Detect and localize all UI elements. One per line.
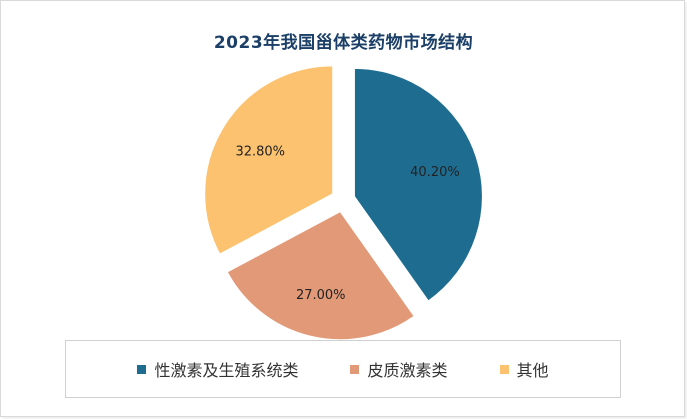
legend-swatch-corticosteroids — [350, 364, 360, 374]
legend-label-other: 其他 — [516, 361, 549, 380]
pie-slice-corticosteroids — [226, 211, 415, 341]
pie-slice-other — [204, 65, 334, 255]
legend-label-corticosteroids: 皮质激素类 — [367, 361, 448, 380]
legend-item-corticosteroids: 皮质激素类 — [350, 357, 448, 381]
legend-item-other: 其他 — [499, 357, 549, 381]
legend-item-sex-hormones: 性激素及生殖系统类 — [137, 357, 298, 381]
chart-title: 2023年我国甾体类药物市场结构 — [213, 33, 474, 53]
pie-slice-sex-hormones — [353, 67, 483, 302]
pie-label-corticosteroids: 27.00% — [296, 288, 346, 303]
legend-swatch-other — [499, 364, 509, 374]
legend: 性激素及生殖系统类 皮质激素类 其他 — [65, 340, 621, 398]
pie-label-sex-hormones: 40.20% — [410, 165, 460, 180]
legend-swatch-sex-hormones — [137, 364, 147, 374]
pie-label-other: 32.80% — [235, 144, 285, 159]
legend-label-sex-hormones: 性激素及生殖系统类 — [154, 361, 299, 380]
